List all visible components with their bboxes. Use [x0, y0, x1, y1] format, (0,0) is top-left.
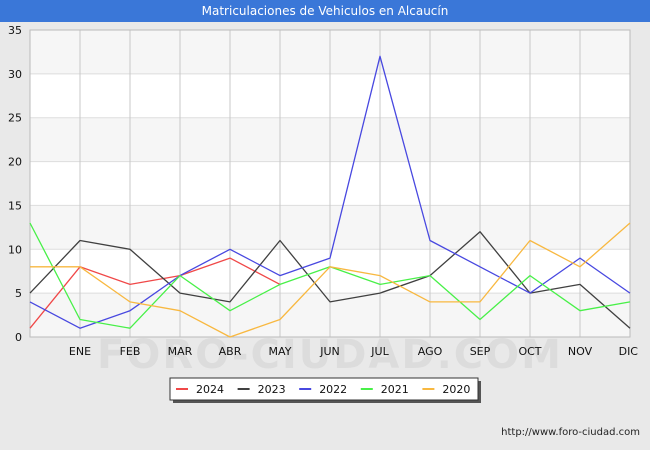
grid-lines — [29, 29, 631, 338]
x-tick-label: ENE — [69, 345, 91, 358]
x-tick-label: MAY — [269, 345, 292, 358]
x-tick-label: SEP — [470, 345, 491, 358]
y-tick-label: 35 — [8, 24, 22, 37]
x-tick-label: ABR — [219, 345, 242, 358]
legend-label-2023: 2023 — [258, 383, 286, 396]
y-tick-label: 30 — [8, 68, 22, 81]
plot-border — [29, 29, 631, 338]
legend-label-2021: 2021 — [381, 383, 409, 396]
x-tick-label: NOV — [568, 345, 593, 358]
x-axis-ticks: ENE FEB MAR ABR MAY JUN JUL AGO SEP OCT NOV DIC — [69, 345, 638, 358]
series-line-2022 — [29, 55, 631, 329]
x-tick-label: OCT — [518, 345, 541, 358]
legend-label-2020: 2020 — [442, 383, 470, 396]
chart-title: Matriculaciones de Vehiculos en Alcaucín — [0, 0, 650, 22]
x-tick-label: JUL — [370, 345, 389, 358]
legend-label-2022: 2022 — [319, 383, 347, 396]
x-tick-label: JUN — [319, 345, 340, 358]
x-tick-label: AGO — [418, 345, 443, 358]
y-axis-ticks: 0 5 10 15 20 25 30 35 — [8, 24, 22, 344]
source-url: http://www.foro-ciudad.com — [501, 427, 640, 438]
y-tick-label: 10 — [8, 243, 22, 256]
legend-label-2024: 2024 — [196, 383, 224, 396]
y-tick-label: 25 — [8, 112, 22, 125]
series-line-2024 — [29, 257, 281, 329]
watermark-text: FORO-CIUDAD.COM — [97, 332, 563, 378]
x-tick-label: DIC — [619, 345, 639, 358]
y-tick-label: 15 — [8, 199, 22, 212]
series-lines — [29, 55, 631, 338]
y-tick-label: 5 — [15, 287, 22, 300]
x-tick-label: MAR — [168, 345, 193, 358]
legend-box — [169, 377, 479, 401]
series-line-2020 — [30, 222, 631, 338]
legend: 2024 2023 2022 2021 2020 — [169, 377, 481, 403]
y-tick-label: 0 — [15, 331, 22, 344]
x-tick-label: FEB — [120, 345, 141, 358]
y-tick-label: 20 — [8, 156, 22, 169]
